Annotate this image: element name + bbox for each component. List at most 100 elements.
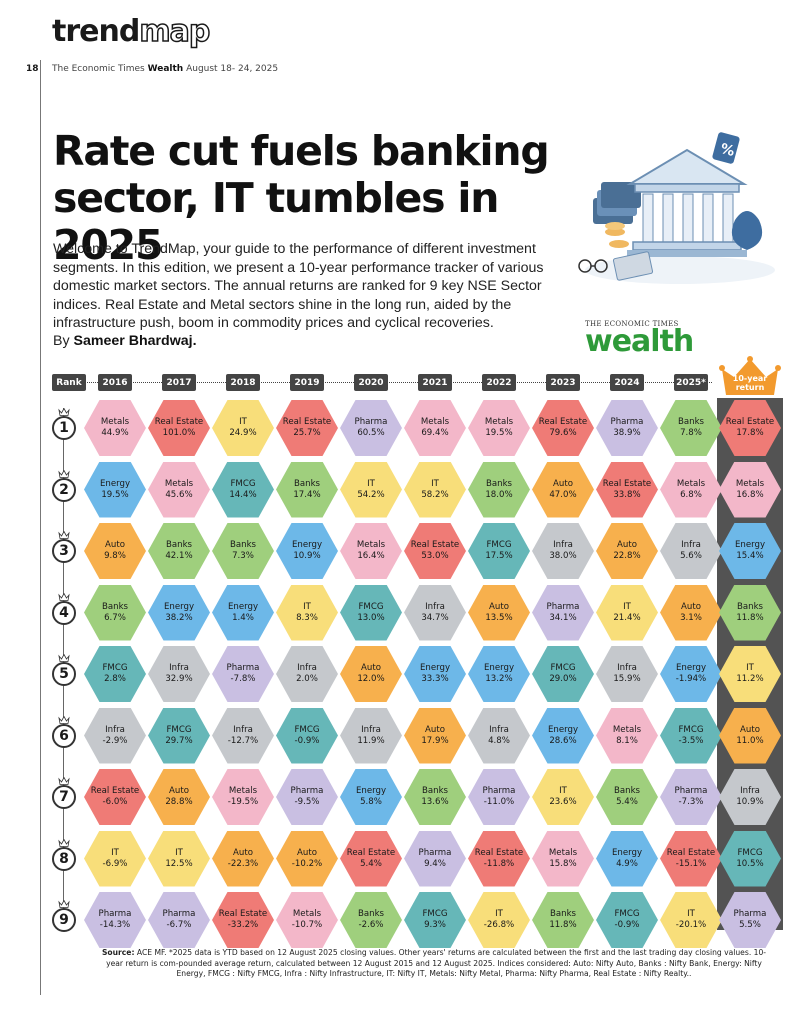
sector-name: Infra (617, 663, 637, 673)
sector-cell: Pharma -14.3% (84, 892, 146, 948)
sector-return: 10.9% (293, 551, 321, 561)
crown-icon (58, 777, 70, 785)
sector-name: Auto (297, 847, 317, 858)
sector-cell: Real Estate 53.0% (404, 523, 466, 579)
sector-cell: Auto 13.5% (468, 584, 530, 641)
sector-return: 11.8% (736, 612, 764, 623)
sector-return: 12.5% (165, 858, 193, 869)
sector-cell: Infra 5.6% (660, 523, 722, 579)
sector-return: 24.9% (229, 428, 257, 438)
sector-name: Real Estate (538, 417, 588, 427)
sector-name: Banks (101, 601, 129, 612)
headline: Rate cut fuels banking sector, IT tumble… (53, 127, 550, 269)
sector-name: Energy (419, 663, 451, 673)
sector-name: FMCG (358, 601, 384, 612)
sector-name: Metals (484, 417, 514, 427)
wealth-logo-big: wealth (585, 324, 694, 359)
sector-return: 33.8% (613, 489, 641, 500)
sector-return: 79.6% (549, 428, 577, 438)
sector-cell: Energy 33.3% (404, 646, 466, 702)
sector-cell: Banks -2.6% (340, 892, 402, 948)
rank-badge: 7 (52, 777, 76, 809)
rank-column: 1 2 3 4 5 6 7 8 9 (52, 408, 76, 932)
sector-cell: Metals 6.8% (660, 461, 722, 518)
sector-return: 19.5% (485, 428, 513, 438)
sector-return: -15.1% (675, 858, 707, 869)
sector-cell: Infra 11.9% (340, 707, 402, 764)
sector-cell: Pharma 60.5% (340, 400, 402, 456)
sector-cell: Metals 69.4% (404, 400, 466, 456)
sector-cell: Pharma -9.5% (276, 769, 338, 825)
sector-name: Banks (357, 909, 385, 919)
sector-cell: FMCG 14.4% (212, 461, 274, 518)
sector-name: Auto (740, 724, 760, 735)
sector-cell: IT -6.9% (84, 830, 146, 887)
sector-return: 16.8% (736, 489, 764, 500)
sector-return: 13.0% (357, 612, 385, 623)
sector-return: 5.4% (616, 797, 638, 807)
sector-return: 12.0% (357, 674, 385, 684)
sector-return: -10.2% (291, 858, 323, 869)
rank-badge: 3 (52, 531, 76, 563)
sector-return: 11.9% (357, 735, 385, 746)
sector-cell: Auto 3.1% (660, 584, 722, 641)
sector-name: Metals (420, 417, 450, 427)
sector-name: Infra (361, 724, 381, 735)
sector-cell: Auto 17.9% (404, 707, 466, 764)
sector-cell: IT 23.6% (532, 769, 594, 825)
sector-name: Auto (425, 724, 445, 735)
sector-name: Real Estate (602, 478, 652, 489)
sector-name: Pharma (482, 786, 516, 796)
sector-cell: Banks 17.4% (276, 461, 338, 518)
sector-name: IT (111, 847, 119, 858)
rank-number: 5 (59, 666, 69, 682)
sector-name: Infra (553, 540, 573, 550)
sector-cell: Auto 9.8% (84, 523, 146, 579)
sector-cell: Pharma 38.9% (596, 400, 658, 456)
sector-name: Pharma (418, 847, 452, 858)
sector-return: -2.9% (102, 735, 128, 746)
sector-name: Metals (100, 417, 130, 427)
sector-cell: IT 24.9% (212, 400, 274, 456)
sector-name: Banks (736, 601, 764, 612)
sector-return: 11.0% (736, 735, 764, 746)
year-header: 2021 (418, 374, 452, 391)
sector-cell: Metals 19.5% (468, 400, 530, 456)
sector-cell: Real Estate 79.6% (532, 400, 594, 456)
brand-part1: trend (52, 14, 140, 49)
sector-name: Metals (735, 478, 765, 489)
sector-cell: Infra -2.9% (84, 707, 146, 764)
rank-badge: 6 (52, 715, 76, 748)
sector-name: Auto (169, 786, 189, 796)
sector-name: Metals (292, 909, 322, 919)
sector-return: 5.4% (360, 858, 382, 869)
page-rule (40, 60, 41, 995)
sector-cell: Energy 1.4% (212, 584, 274, 641)
year-header: 2019 (290, 374, 324, 391)
sector-cell: Auto 28.8% (148, 769, 210, 825)
rank-badge: 2 (52, 469, 76, 502)
sector-name: Metals (164, 478, 194, 489)
sector-return: 29.0% (549, 674, 577, 684)
sector-return: 21.4% (613, 612, 641, 623)
sector-name: Pharma (226, 663, 260, 673)
sector-return: 1.4% (232, 612, 254, 623)
sector-return: 3.1% (680, 612, 702, 623)
sector-cell: FMCG -0.9% (596, 892, 658, 948)
sector-cell: Auto -22.3% (212, 830, 274, 887)
sector-name: Real Estate (154, 417, 204, 427)
sector-name: Infra (297, 663, 317, 673)
sector-return: 5.6% (680, 551, 702, 561)
sector-return: 60.5% (357, 428, 385, 438)
rank-number: 2 (59, 481, 69, 498)
sector-cell: Pharma 34.1% (532, 584, 594, 641)
sector-cell: Infra 15.9% (596, 646, 658, 702)
sector-return: -1.94% (675, 674, 707, 684)
et-wealth-logo: THE ECONOMIC TIMES wealth (585, 320, 695, 359)
sector-name: Auto (617, 540, 637, 550)
sector-name: Auto (489, 601, 509, 612)
sector-name: Pharma (354, 417, 388, 427)
sector-name: Real Estate (218, 909, 268, 919)
source-text: ACE MF. *2025 data is YTD based on 12 Au… (106, 948, 767, 978)
sector-return: -33.2% (227, 920, 259, 930)
